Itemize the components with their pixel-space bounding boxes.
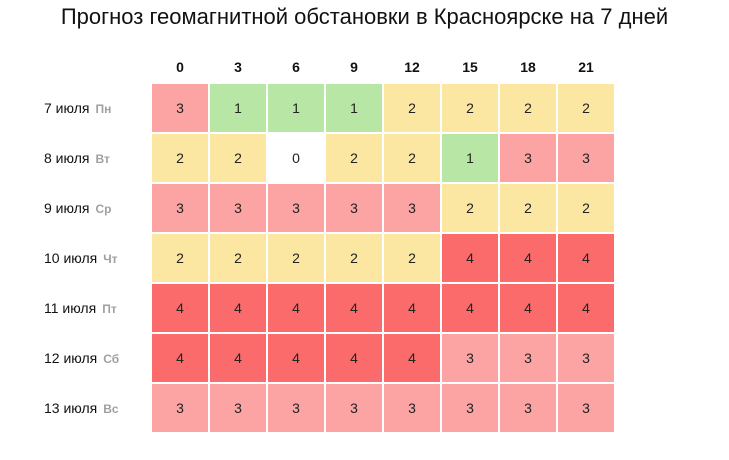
heatmap-cell: 3 [557, 383, 615, 433]
column-header-15: 15 [462, 59, 478, 75]
column-header-18: 18 [520, 59, 536, 75]
row-label: 10 июля Чт [44, 233, 148, 283]
chart-title: Прогноз геомагнитной обстановки в Красно… [60, 4, 669, 29]
heatmap-cell: 3 [557, 333, 615, 383]
heatmap-cell: 3 [499, 383, 557, 433]
heatmap-cell: 3 [441, 383, 499, 433]
heatmap-cell: 3 [151, 83, 209, 133]
column-header-6: 6 [292, 59, 300, 75]
heatmap-cell: 3 [151, 183, 209, 233]
heatmap-cell: 2 [325, 133, 383, 183]
heatmap-cell: 2 [267, 233, 325, 283]
row-date: 9 июля [44, 200, 90, 216]
row-weekday: Вт [95, 152, 110, 166]
heatmap-cell: 2 [557, 183, 615, 233]
row-label: 9 июля Ср [44, 183, 148, 233]
row-weekday: Ср [95, 202, 112, 216]
row-label: 11 июля Пт [44, 283, 148, 333]
row-date: 11 июля [44, 300, 97, 316]
heatmap-cell: 1 [267, 83, 325, 133]
heatmap-cell: 2 [383, 133, 441, 183]
heatmap-cell: 2 [209, 133, 267, 183]
heatmap-cell: 3 [499, 133, 557, 183]
heatmap-cell: 2 [209, 233, 267, 283]
heatmap-cell: 4 [325, 283, 383, 333]
heatmap-cell: 4 [267, 283, 325, 333]
heatmap-cell: 2 [557, 83, 615, 133]
heatmap-cell: 2 [151, 233, 209, 283]
heatmap-cell: 3 [209, 383, 267, 433]
heatmap-cell: 3 [325, 383, 383, 433]
heatmap-cell: 4 [383, 283, 441, 333]
heatmap-cell: 4 [499, 283, 557, 333]
heatmap-cell: 4 [325, 333, 383, 383]
column-header-12: 12 [404, 59, 420, 75]
heatmap-cell: 2 [499, 183, 557, 233]
heatmap-cell: 4 [209, 283, 267, 333]
heatmap-cell: 4 [441, 283, 499, 333]
heatmap-cell: 4 [499, 233, 557, 283]
column-header-9: 9 [350, 59, 358, 75]
row-label: 12 июля Сб [44, 333, 148, 383]
row-label: 13 июля Вс [44, 383, 148, 433]
row-weekday: Чт [103, 252, 118, 266]
row-weekday: Пн [95, 102, 112, 116]
row-label: 8 июля Вт [44, 133, 148, 183]
heatmap-cell: 4 [151, 333, 209, 383]
heatmap-cell: 4 [557, 233, 615, 283]
row-weekday: Пт [102, 302, 117, 316]
heatmap-cell: 2 [383, 233, 441, 283]
column-header-0: 0 [176, 59, 184, 75]
heatmap-cell: 3 [267, 183, 325, 233]
heatmap-cell: 1 [325, 83, 383, 133]
heatmap-cell: 3 [267, 383, 325, 433]
row-date: 13 июля [44, 400, 98, 416]
heatmap-cell: 3 [325, 183, 383, 233]
heatmap-cell: 3 [441, 333, 499, 383]
heatmap-cell: 4 [151, 283, 209, 333]
heatmap-cell: 2 [441, 183, 499, 233]
heatmap-cell: 4 [557, 283, 615, 333]
heatmap-cell: 4 [267, 333, 325, 383]
heatmap-cell: 4 [209, 333, 267, 383]
heatmap-cell: 2 [441, 83, 499, 133]
row-date: 10 июля [44, 250, 98, 266]
heatmap-cell: 2 [151, 133, 209, 183]
row-label: 7 июля Пн [44, 83, 148, 133]
heatmap-cell: 3 [383, 383, 441, 433]
column-header-3: 3 [234, 59, 242, 75]
row-date: 8 июля [44, 150, 90, 166]
heatmap-cell: 3 [209, 183, 267, 233]
column-header-21: 21 [578, 59, 594, 75]
heatmap-cell: 4 [441, 233, 499, 283]
row-weekday: Вс [103, 402, 119, 416]
heatmap-cell: 3 [383, 183, 441, 233]
heatmap-cell: 0 [267, 133, 325, 183]
heatmap-cell: 3 [499, 333, 557, 383]
row-weekday: Сб [103, 352, 120, 366]
heatmap-cell: 1 [209, 83, 267, 133]
heatmap-cell: 3 [557, 133, 615, 183]
heatmap-cell: 4 [383, 333, 441, 383]
heatmap-cell: 2 [325, 233, 383, 283]
heatmap-cell: 2 [383, 83, 441, 133]
row-date: 7 июля [44, 100, 90, 116]
heatmap-cell: 3 [151, 383, 209, 433]
row-date: 12 июля [44, 350, 98, 366]
heatmap-cell: 1 [441, 133, 499, 183]
heatmap-cell: 2 [499, 83, 557, 133]
